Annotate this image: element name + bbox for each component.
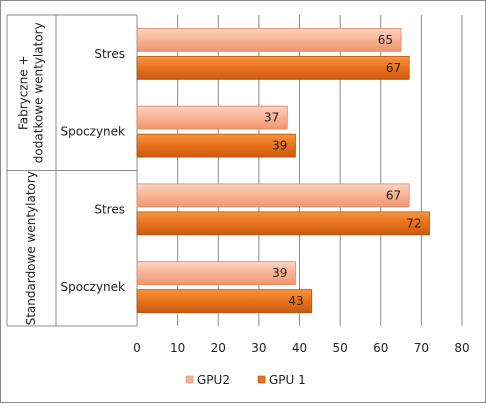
data-label: 67 — [386, 188, 401, 202]
x-tick-label: 70 — [414, 341, 429, 355]
legend-swatch — [185, 375, 194, 384]
category-label: Stres — [94, 202, 125, 216]
x-tick-label: 60 — [373, 341, 388, 355]
data-label: 39 — [272, 266, 287, 280]
x-tick-label: 50 — [332, 341, 347, 355]
bar-gpu1 — [136, 133, 296, 158]
legend-label: GPU2 — [197, 373, 230, 387]
x-tick-label: 80 — [454, 341, 469, 355]
bar-gpu2 — [136, 27, 402, 52]
x-tick-label: 30 — [251, 341, 266, 355]
bar-gpu1 — [136, 211, 430, 236]
bar-gpu2 — [136, 183, 410, 208]
data-label: 37 — [264, 111, 279, 125]
legend-swatch — [257, 375, 266, 384]
bar-gpu2 — [136, 261, 296, 286]
data-label: 39 — [272, 139, 287, 153]
bar-gpu2 — [136, 105, 288, 130]
category-label: Spoczynek — [60, 280, 125, 294]
x-tick-label: 10 — [170, 341, 185, 355]
legend-label: GPU 1 — [269, 373, 306, 387]
x-tick-label: 20 — [211, 341, 226, 355]
category-label: Spoczynek — [60, 125, 125, 139]
data-label: 43 — [288, 294, 303, 308]
group-label: Fabryczne +dodatkowe wentylatory — [17, 22, 46, 163]
data-label: 72 — [406, 216, 421, 230]
x-tick-label: 40 — [292, 341, 307, 355]
bar-gpu1 — [136, 55, 410, 80]
group-label: Standardowe wentylatory — [24, 171, 38, 325]
data-label: 65 — [378, 33, 393, 47]
data-label: 67 — [386, 61, 401, 75]
category-label: Stres — [94, 47, 125, 61]
x-tick-label: 0 — [133, 341, 141, 355]
bar-gpu1 — [136, 289, 313, 314]
